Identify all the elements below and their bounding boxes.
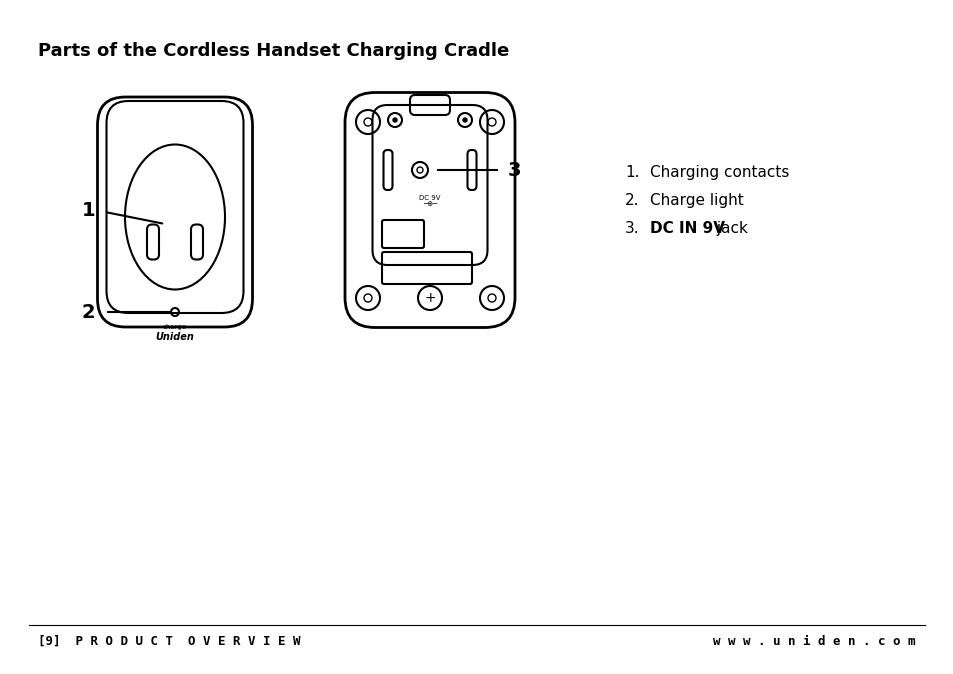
Text: DC IN 9V: DC IN 9V: [649, 221, 724, 236]
Text: 2: 2: [81, 303, 95, 321]
Text: Parts of the Cordless Handset Charging Cradle: Parts of the Cordless Handset Charging C…: [38, 42, 509, 60]
Text: w w w . u n i d e n . c o m: w w w . u n i d e n . c o m: [713, 635, 915, 648]
Text: 3.: 3.: [624, 221, 639, 236]
Text: Charging contacts: Charging contacts: [649, 165, 788, 180]
Circle shape: [462, 118, 467, 122]
Text: charge: charge: [163, 324, 187, 330]
Circle shape: [393, 118, 396, 122]
Text: Uniden: Uniden: [155, 332, 194, 342]
Text: ─⊕─: ─⊕─: [422, 201, 436, 207]
Text: 1.: 1.: [624, 165, 639, 180]
Text: DC 9V: DC 9V: [418, 195, 440, 201]
Text: [9]  P R O D U C T  O V E R V I E W: [9] P R O D U C T O V E R V I E W: [38, 635, 300, 648]
Text: jack: jack: [712, 221, 747, 236]
Text: 1: 1: [81, 200, 95, 220]
Text: 3: 3: [507, 160, 521, 179]
Text: 2.: 2.: [624, 193, 639, 208]
Text: Charge light: Charge light: [649, 193, 743, 208]
Text: +: +: [424, 291, 436, 305]
